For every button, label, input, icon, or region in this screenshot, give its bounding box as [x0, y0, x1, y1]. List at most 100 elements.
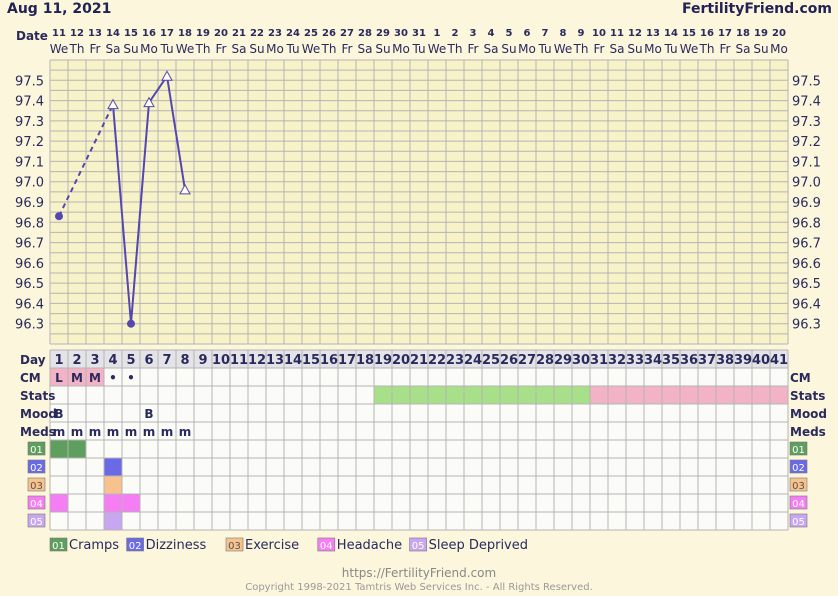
symptom-cell [68, 440, 86, 458]
row-label-left: Day [20, 353, 46, 367]
date-tick: 14 [106, 28, 120, 39]
header-brand[interactable]: FertilityFriend.com [682, 1, 832, 17]
symptom-cell [104, 476, 122, 494]
symptom-code-text: 04 [792, 499, 805, 510]
weekday-tick: We [302, 42, 321, 56]
cycle-day: 38 [716, 353, 734, 368]
legend-label: Headache [337, 538, 402, 553]
cm-value: • [109, 371, 117, 385]
ytick-left: 97.2 [15, 135, 44, 150]
date-tick: 12 [628, 28, 642, 39]
ytick-left: 97.1 [15, 155, 44, 170]
date-tick: 16 [142, 28, 156, 39]
date-tick: 15 [682, 28, 696, 39]
temp-line-segment [130, 102, 150, 324]
legend-code: 04 [320, 541, 333, 552]
weekday-tick: Mo [770, 42, 788, 56]
cycle-day: 23 [446, 353, 464, 368]
symptom-cell [104, 494, 122, 512]
legend-code: 02 [129, 541, 142, 552]
cycle-day: 41 [770, 353, 788, 368]
date-tick: 13 [88, 28, 102, 39]
date-tick: 2 [452, 28, 459, 39]
weekday-tick: Su [501, 42, 516, 56]
cycle-day: 4 [108, 353, 117, 368]
ytick-right: 97.4 [792, 95, 821, 110]
weekday-tick: Tu [285, 42, 299, 56]
cycle-day: 22 [428, 353, 446, 368]
date-tick: 9 [578, 28, 585, 39]
date-tick: 1 [434, 28, 441, 39]
footer-url[interactable]: https://FertilityFriend.com [341, 566, 497, 580]
symptom-code-right [789, 477, 808, 492]
legend-code: 03 [228, 541, 241, 552]
row-label-left: Mood [20, 407, 57, 421]
mood-value: B [54, 407, 63, 421]
weekday-tick: Su [249, 42, 264, 56]
meds-value: m [53, 425, 66, 439]
weekday-tick: Tu [411, 42, 425, 56]
symptom-cell [122, 494, 140, 512]
ytick-left: 97.3 [15, 115, 44, 130]
cm-value: L [55, 371, 63, 385]
row-label-left: CM [20, 371, 41, 385]
date-tick: 15 [124, 28, 138, 39]
ytick-left: 96.3 [15, 318, 44, 333]
symptom-cell [104, 512, 122, 530]
cycle-day: 12 [248, 353, 266, 368]
legend-swatch [126, 537, 144, 552]
cycle-day: 5 [126, 353, 135, 368]
symptom-code-right [789, 441, 808, 456]
ytick-right: 97.2 [792, 135, 821, 150]
ytick-right: 96.4 [792, 297, 821, 312]
weekday-tick: We [428, 42, 447, 56]
symptom-code-left [27, 495, 46, 510]
day-row-bg [50, 350, 788, 368]
ytick-right: 96.5 [792, 277, 821, 292]
weekday-tick: Su [753, 42, 768, 56]
weekday-tick: Sa [610, 42, 625, 56]
row-label-right: Mood [790, 407, 827, 421]
temp-point-triangle [179, 183, 191, 195]
cycle-day: 2 [72, 353, 81, 368]
weekday-tick: Sa [736, 42, 751, 56]
weekday-tick: Th [699, 42, 715, 56]
date-tick: 19 [196, 28, 210, 39]
cycle-day: 39 [734, 353, 752, 368]
cycle-day: 29 [554, 353, 572, 368]
cycle-day: 34 [644, 353, 662, 368]
symptom-code-text: 03 [792, 481, 805, 492]
cycle-day: 27 [518, 353, 536, 368]
legend-label: Sleep Deprived [429, 538, 528, 553]
cycle-day: 31 [590, 353, 608, 368]
weekday-tick: Th [321, 42, 337, 56]
cycle-day: 10 [212, 353, 230, 368]
weekday-tick: Su [375, 42, 390, 56]
cycle-day: 15 [302, 353, 320, 368]
cycle-day: 17 [338, 353, 356, 368]
symptom-code-left [27, 477, 46, 492]
date-tick: 30 [394, 28, 408, 39]
date-tick: 13 [646, 28, 660, 39]
temp-line-segment [112, 104, 132, 324]
date-tick: 4 [488, 28, 495, 39]
date-tick: 17 [160, 28, 174, 39]
symptom-code-text: 05 [30, 517, 43, 528]
date-tick: 20 [214, 28, 228, 39]
ytick-left: 96.9 [15, 196, 44, 211]
symptom-code-left [27, 441, 46, 456]
date-tick: 18 [178, 28, 192, 39]
cm-cell-bg [86, 368, 104, 386]
weekday-tick: Th [447, 42, 463, 56]
meds-value: m [143, 425, 156, 439]
symptom-code-left [27, 513, 46, 528]
cm-cell-bg [50, 368, 68, 386]
meds-value: m [125, 425, 138, 439]
date-tick: 14 [664, 28, 678, 39]
weekday-tick: We [50, 42, 69, 56]
date-tick: 12 [70, 28, 84, 39]
symptom-code-right [789, 513, 808, 528]
symptom-cell [50, 494, 68, 512]
date-tick: 7 [542, 28, 549, 39]
